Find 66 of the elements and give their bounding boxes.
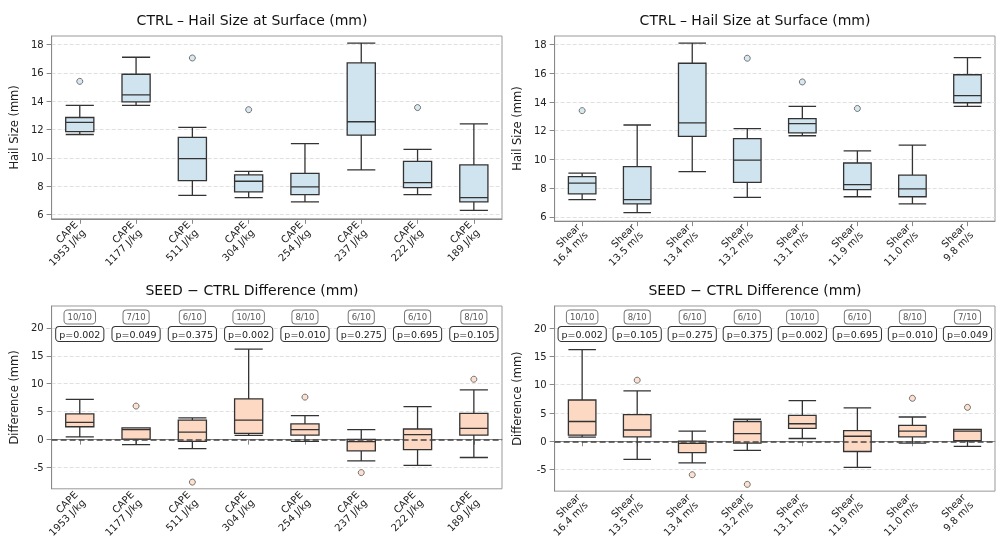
y-tick-label: 10 bbox=[30, 152, 44, 164]
y-tick-label: 6 bbox=[540, 211, 547, 223]
annotation: p=0.375 bbox=[171, 328, 213, 340]
y-axis-title: Difference (mm) bbox=[7, 350, 21, 445]
annotation: 10/10 bbox=[569, 312, 595, 322]
y-tick-label: -5 bbox=[33, 462, 44, 474]
annotation: 6/10 bbox=[737, 312, 757, 322]
annotation: p=0.002 bbox=[561, 328, 603, 340]
y-tick-label: 8 bbox=[540, 182, 547, 194]
annotation: 6/10 bbox=[847, 312, 867, 322]
annotation: p=0.695 bbox=[836, 328, 878, 340]
annotation: 7/10 bbox=[957, 312, 978, 322]
y-tick-label: 5 bbox=[37, 406, 44, 418]
annotation: 8/10 bbox=[464, 312, 484, 322]
annotation: 10/10 bbox=[790, 312, 815, 322]
y-tick-label: 16 bbox=[30, 67, 44, 79]
y-tick-label: 6 bbox=[37, 209, 44, 221]
y-tick-label: 0 bbox=[37, 434, 44, 446]
annotation: p=0.049 bbox=[946, 328, 989, 340]
y-tick-label: 20 bbox=[30, 322, 44, 334]
y-tick-label: 15 bbox=[533, 350, 547, 362]
annotation: p=0.010 bbox=[891, 328, 934, 340]
y-tick-label: 10 bbox=[30, 378, 44, 390]
annotation: p=0.049 bbox=[115, 328, 157, 340]
annotation: p=0.695 bbox=[396, 328, 439, 340]
y-tick-label: 5 bbox=[540, 407, 547, 419]
annotation: 6/10 bbox=[182, 312, 202, 322]
y-axis-title: Hail Size (mm) bbox=[7, 85, 21, 170]
chart-title: SEED − CTRL Difference (mm) bbox=[648, 282, 862, 298]
annotation: 8/10 bbox=[295, 312, 315, 322]
y-tick-label: 20 bbox=[533, 322, 547, 334]
y-tick-label: 18 bbox=[30, 39, 44, 50]
annotation: 6/10 bbox=[408, 312, 428, 322]
y-tick-label: 12 bbox=[533, 125, 547, 137]
annotation: p=0.010 bbox=[284, 328, 326, 340]
y-axis-title: Hail Size (mm) bbox=[510, 86, 524, 171]
annotation: p=0.105 bbox=[616, 328, 658, 340]
y-tick-label: 14 bbox=[533, 96, 547, 108]
chart-title: SEED − CTRL Difference (mm) bbox=[145, 282, 359, 298]
chart-title: CTRL – Hail Size at Surface (mm) bbox=[639, 12, 871, 28]
y-tick-label: 18 bbox=[533, 39, 547, 51]
annotation: 8/10 bbox=[627, 312, 647, 322]
y-tick-label: 12 bbox=[30, 124, 44, 136]
annotation: 7/10 bbox=[126, 312, 146, 322]
y-tick-label: 16 bbox=[533, 67, 547, 79]
annotation: 10/10 bbox=[67, 312, 93, 322]
y-axis-title: Difference (mm) bbox=[510, 351, 524, 446]
annotation: p=0.105 bbox=[453, 328, 495, 340]
annotation: 6/10 bbox=[351, 312, 371, 322]
annotation: 8/10 bbox=[902, 312, 922, 322]
y-tick-label: 0 bbox=[540, 435, 547, 447]
annotation: p=0.275 bbox=[671, 328, 713, 340]
y-tick-label: 10 bbox=[533, 153, 547, 165]
annotation: 6/10 bbox=[682, 312, 702, 322]
annotation: p=0.275 bbox=[340, 328, 382, 340]
annotation: p=0.002 bbox=[228, 328, 270, 340]
y-tick-label: 8 bbox=[37, 180, 44, 192]
chart-title: CTRL – Hail Size at Surface (mm) bbox=[136, 12, 368, 28]
y-tick-label: 15 bbox=[30, 350, 44, 362]
y-tick-label: -5 bbox=[536, 464, 547, 476]
y-tick-label: 10 bbox=[533, 379, 547, 391]
annotation: p=0.002 bbox=[59, 328, 101, 340]
annotation: 10/10 bbox=[236, 312, 261, 322]
annotation: p=0.002 bbox=[781, 328, 823, 340]
y-tick-label: 14 bbox=[30, 95, 44, 107]
annotation: p=0.375 bbox=[726, 328, 768, 340]
